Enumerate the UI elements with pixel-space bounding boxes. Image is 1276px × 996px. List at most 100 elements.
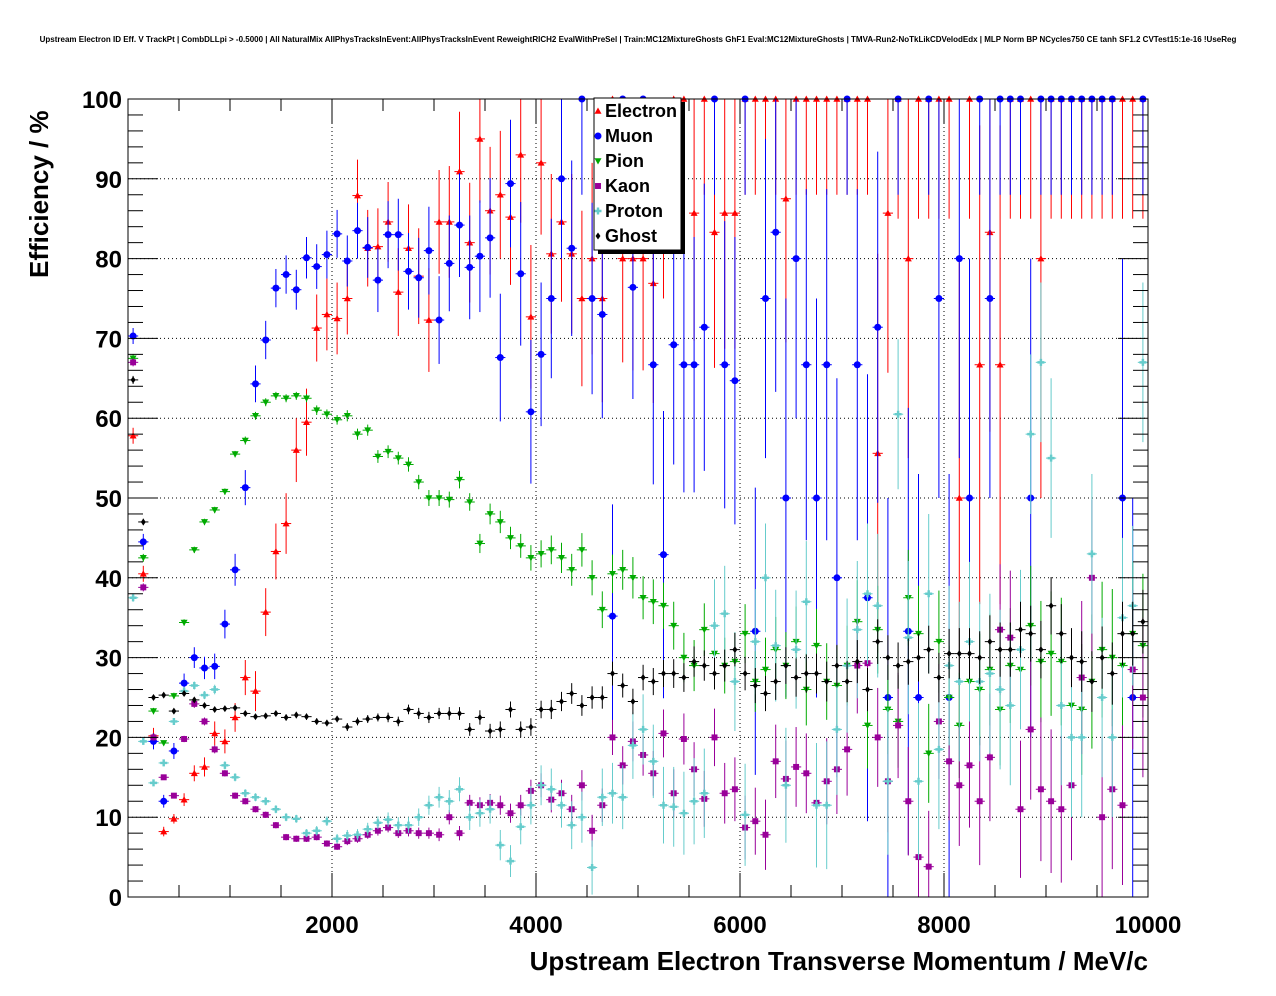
data-point	[283, 834, 290, 841]
data-point	[844, 678, 850, 686]
data-point	[180, 796, 188, 803]
data-point	[314, 717, 320, 725]
data-point	[711, 734, 718, 741]
data-point	[752, 818, 759, 825]
data-point	[508, 705, 513, 713]
data-point	[690, 797, 698, 805]
data-point	[467, 725, 473, 733]
data-point	[875, 638, 881, 646]
data-point	[731, 209, 739, 216]
data-point	[211, 686, 219, 694]
legend-label-kaon: Kaon	[605, 176, 650, 196]
data-point	[1139, 694, 1146, 701]
data-point	[1140, 618, 1146, 626]
data-point	[405, 267, 412, 275]
y-tick-label: 0	[109, 885, 122, 912]
data-point	[671, 670, 677, 678]
data-point	[1047, 454, 1055, 462]
data-point	[385, 824, 392, 831]
data-point	[303, 829, 310, 837]
data-point	[773, 678, 779, 686]
data-point	[711, 622, 719, 630]
data-point	[925, 590, 933, 598]
data-point	[333, 416, 341, 424]
data-point	[741, 630, 749, 638]
data-point	[955, 678, 963, 686]
data-point	[925, 750, 933, 757]
data-point	[874, 602, 882, 610]
legend-label-ghost: Ghost	[605, 226, 657, 246]
data-point	[171, 707, 177, 715]
data-point	[548, 705, 554, 713]
data-point	[202, 701, 207, 709]
data-point	[813, 494, 820, 502]
data-point	[425, 495, 433, 502]
y-tick-label: 100	[82, 87, 122, 114]
data-point	[904, 255, 912, 262]
data-point	[915, 777, 923, 785]
data-point	[190, 769, 198, 777]
y-tick-label: 80	[95, 247, 122, 274]
data-point	[232, 704, 238, 712]
data-point	[722, 662, 728, 670]
data-point	[690, 209, 698, 216]
data-point	[905, 658, 911, 666]
data-point	[476, 809, 484, 817]
data-point	[783, 662, 789, 670]
data-point	[384, 231, 392, 239]
y-tick-label: 70	[95, 326, 122, 353]
data-point	[394, 231, 402, 239]
legend-marker-muon	[594, 132, 602, 140]
data-point	[476, 540, 484, 547]
data-point	[578, 547, 586, 554]
data-point	[558, 801, 566, 809]
data-point	[660, 602, 667, 610]
data-point	[313, 827, 321, 835]
data-point	[517, 270, 525, 278]
data-point	[588, 295, 596, 302]
data-point	[762, 574, 770, 582]
data-point	[661, 670, 666, 678]
data-point	[151, 694, 156, 701]
data-point	[711, 228, 718, 236]
legend-marker-proton	[594, 207, 602, 215]
data-point	[946, 650, 952, 658]
data-point	[130, 376, 136, 384]
data-point	[139, 555, 147, 562]
data-point	[670, 341, 678, 349]
data-point	[486, 511, 494, 518]
data-point	[803, 770, 810, 777]
data-point	[1099, 814, 1106, 821]
x-tick-label: 8000	[917, 912, 970, 939]
data-point	[996, 686, 1004, 694]
data-point	[742, 670, 748, 678]
data-point	[537, 350, 545, 358]
data-point	[253, 713, 258, 721]
data-point	[395, 830, 402, 837]
data-point	[814, 670, 819, 678]
data-point	[1089, 678, 1095, 686]
data-point	[1069, 654, 1074, 662]
data-point	[731, 786, 738, 793]
data-point	[813, 642, 820, 650]
data-point	[364, 243, 372, 251]
data-point	[956, 650, 962, 658]
data-point	[435, 316, 443, 324]
data-point	[211, 662, 219, 670]
data-point	[680, 736, 687, 742]
y-axis-title: Efficiency / %	[24, 110, 54, 278]
data-point	[1139, 358, 1147, 366]
data-point	[476, 135, 484, 142]
data-point	[232, 792, 239, 799]
data-point	[394, 455, 402, 462]
data-point	[579, 701, 585, 709]
data-point	[272, 393, 280, 400]
data-point	[874, 734, 881, 741]
data-point	[782, 781, 790, 789]
data-point	[824, 678, 830, 686]
data-point	[129, 332, 137, 340]
data-point	[598, 606, 606, 614]
data-point	[334, 843, 341, 850]
data-point	[425, 801, 433, 809]
